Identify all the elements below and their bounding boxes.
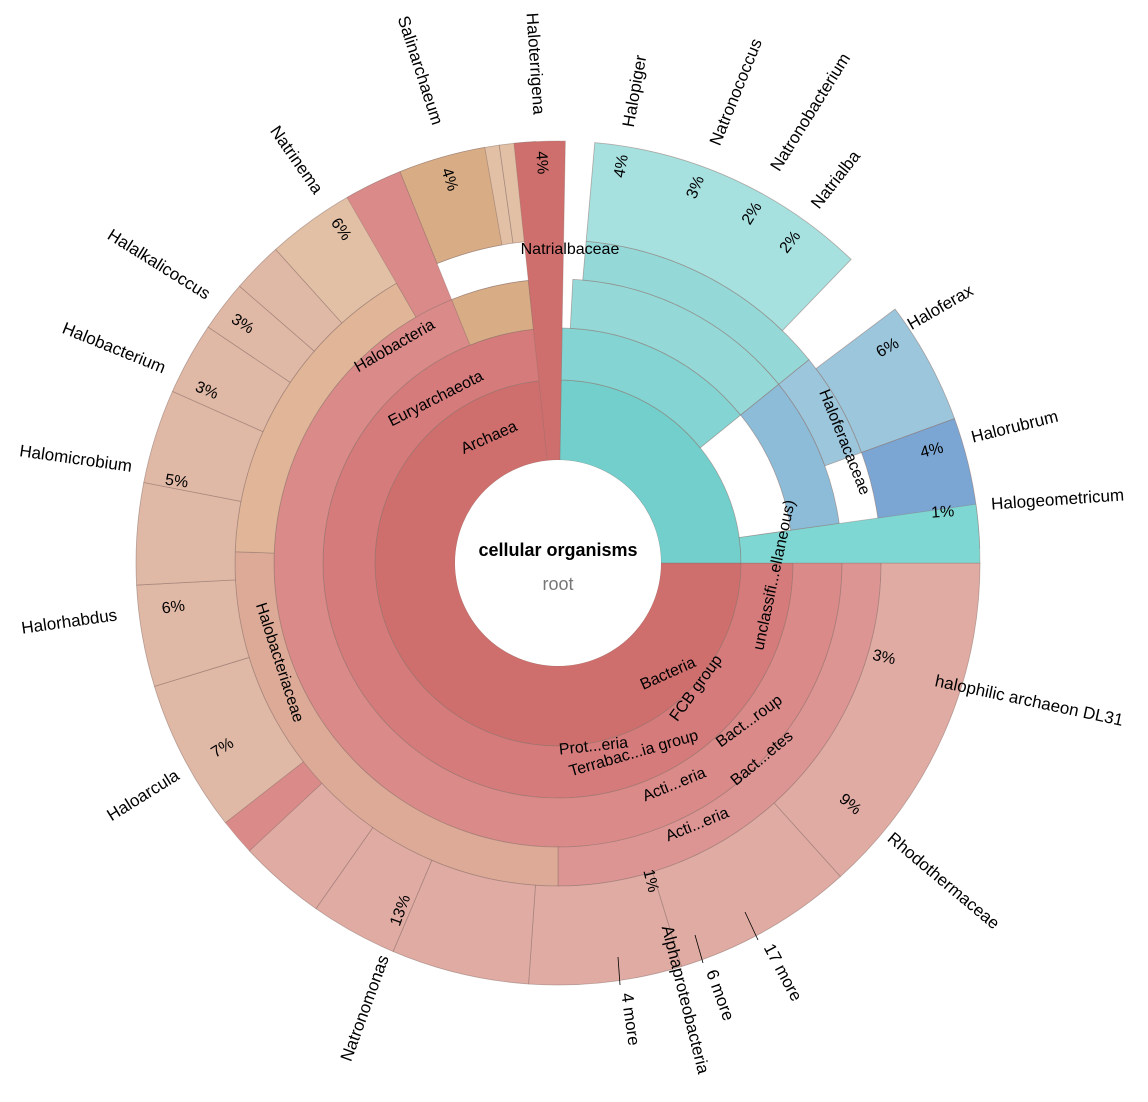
label-halogeometricum: Halogeometricum: [990, 485, 1124, 513]
label-halorhabdus: Halorhabdus: [20, 605, 118, 637]
leader-4-more: [617, 956, 621, 986]
pct-halorubrum: 4%: [919, 440, 946, 462]
label-halorubrum: Halorubrum: [969, 407, 1060, 447]
leader-17-more: [744, 911, 759, 941]
pct-alpha: 1%: [639, 868, 661, 895]
segment-archaea-fill[interactable]: [224, 761, 323, 852]
leader-6-more: [694, 934, 704, 964]
pct-halorhabdus: 6%: [161, 598, 186, 618]
label-natrinema: Natrinema: [266, 122, 327, 198]
segment-rhodothermaceae[interactable]: [585, 142, 852, 332]
segments-layer: [135, 140, 981, 986]
center-title: cellular organisms: [478, 540, 637, 560]
label-halobacterium: Halobacterium: [60, 319, 169, 378]
pct-halophilic: 3%: [871, 647, 897, 668]
label-salinarchaeum: Salinarchaeum: [394, 13, 447, 127]
label-natronomonas: Natronomonas: [337, 952, 393, 1063]
label-halalkalicoccus: Halalkalicoccus: [104, 225, 213, 303]
pct-salinarchaeum: 4%: [438, 166, 461, 193]
label-haloterrigena: Haloterrigena: [522, 12, 548, 116]
label-4-more: 4 more: [617, 992, 643, 1047]
label-rhodothermaceae: Rhodothermaceae: [884, 829, 1003, 933]
center-subtitle: root: [542, 574, 573, 594]
pct-haloterrigena: 4%: [532, 151, 551, 175]
label-halomicrobium: Halomicrobium: [18, 441, 133, 476]
label-natrialbaceae: Natrialbaceae: [521, 241, 620, 258]
label-haloferax: Haloferax: [904, 281, 977, 334]
pct-halopiger: 4%: [611, 153, 632, 179]
pct-halomicrobium: 5%: [164, 472, 189, 492]
center-circle[interactable]: [455, 460, 661, 666]
label-6-more: 6 more: [702, 967, 738, 1023]
label-17-more: 17 more: [760, 940, 806, 1004]
segment-halophilic[interactable]: [399, 146, 503, 265]
label-natronococcus: Natronococcus: [706, 36, 766, 148]
segment-eury-outer[interactable]: [346, 171, 453, 318]
segment-unclassified-bact[interactable]: [738, 503, 981, 564]
pct-halogeometricum: 1%: [931, 503, 955, 522]
label-natrialba: Natrialba: [807, 147, 864, 213]
label-haloarcula: Haloarcula: [104, 765, 183, 824]
label-halopiger: Halopiger: [619, 53, 650, 128]
label-halophilic: halophilic archaeon DL31: [933, 671, 1125, 729]
